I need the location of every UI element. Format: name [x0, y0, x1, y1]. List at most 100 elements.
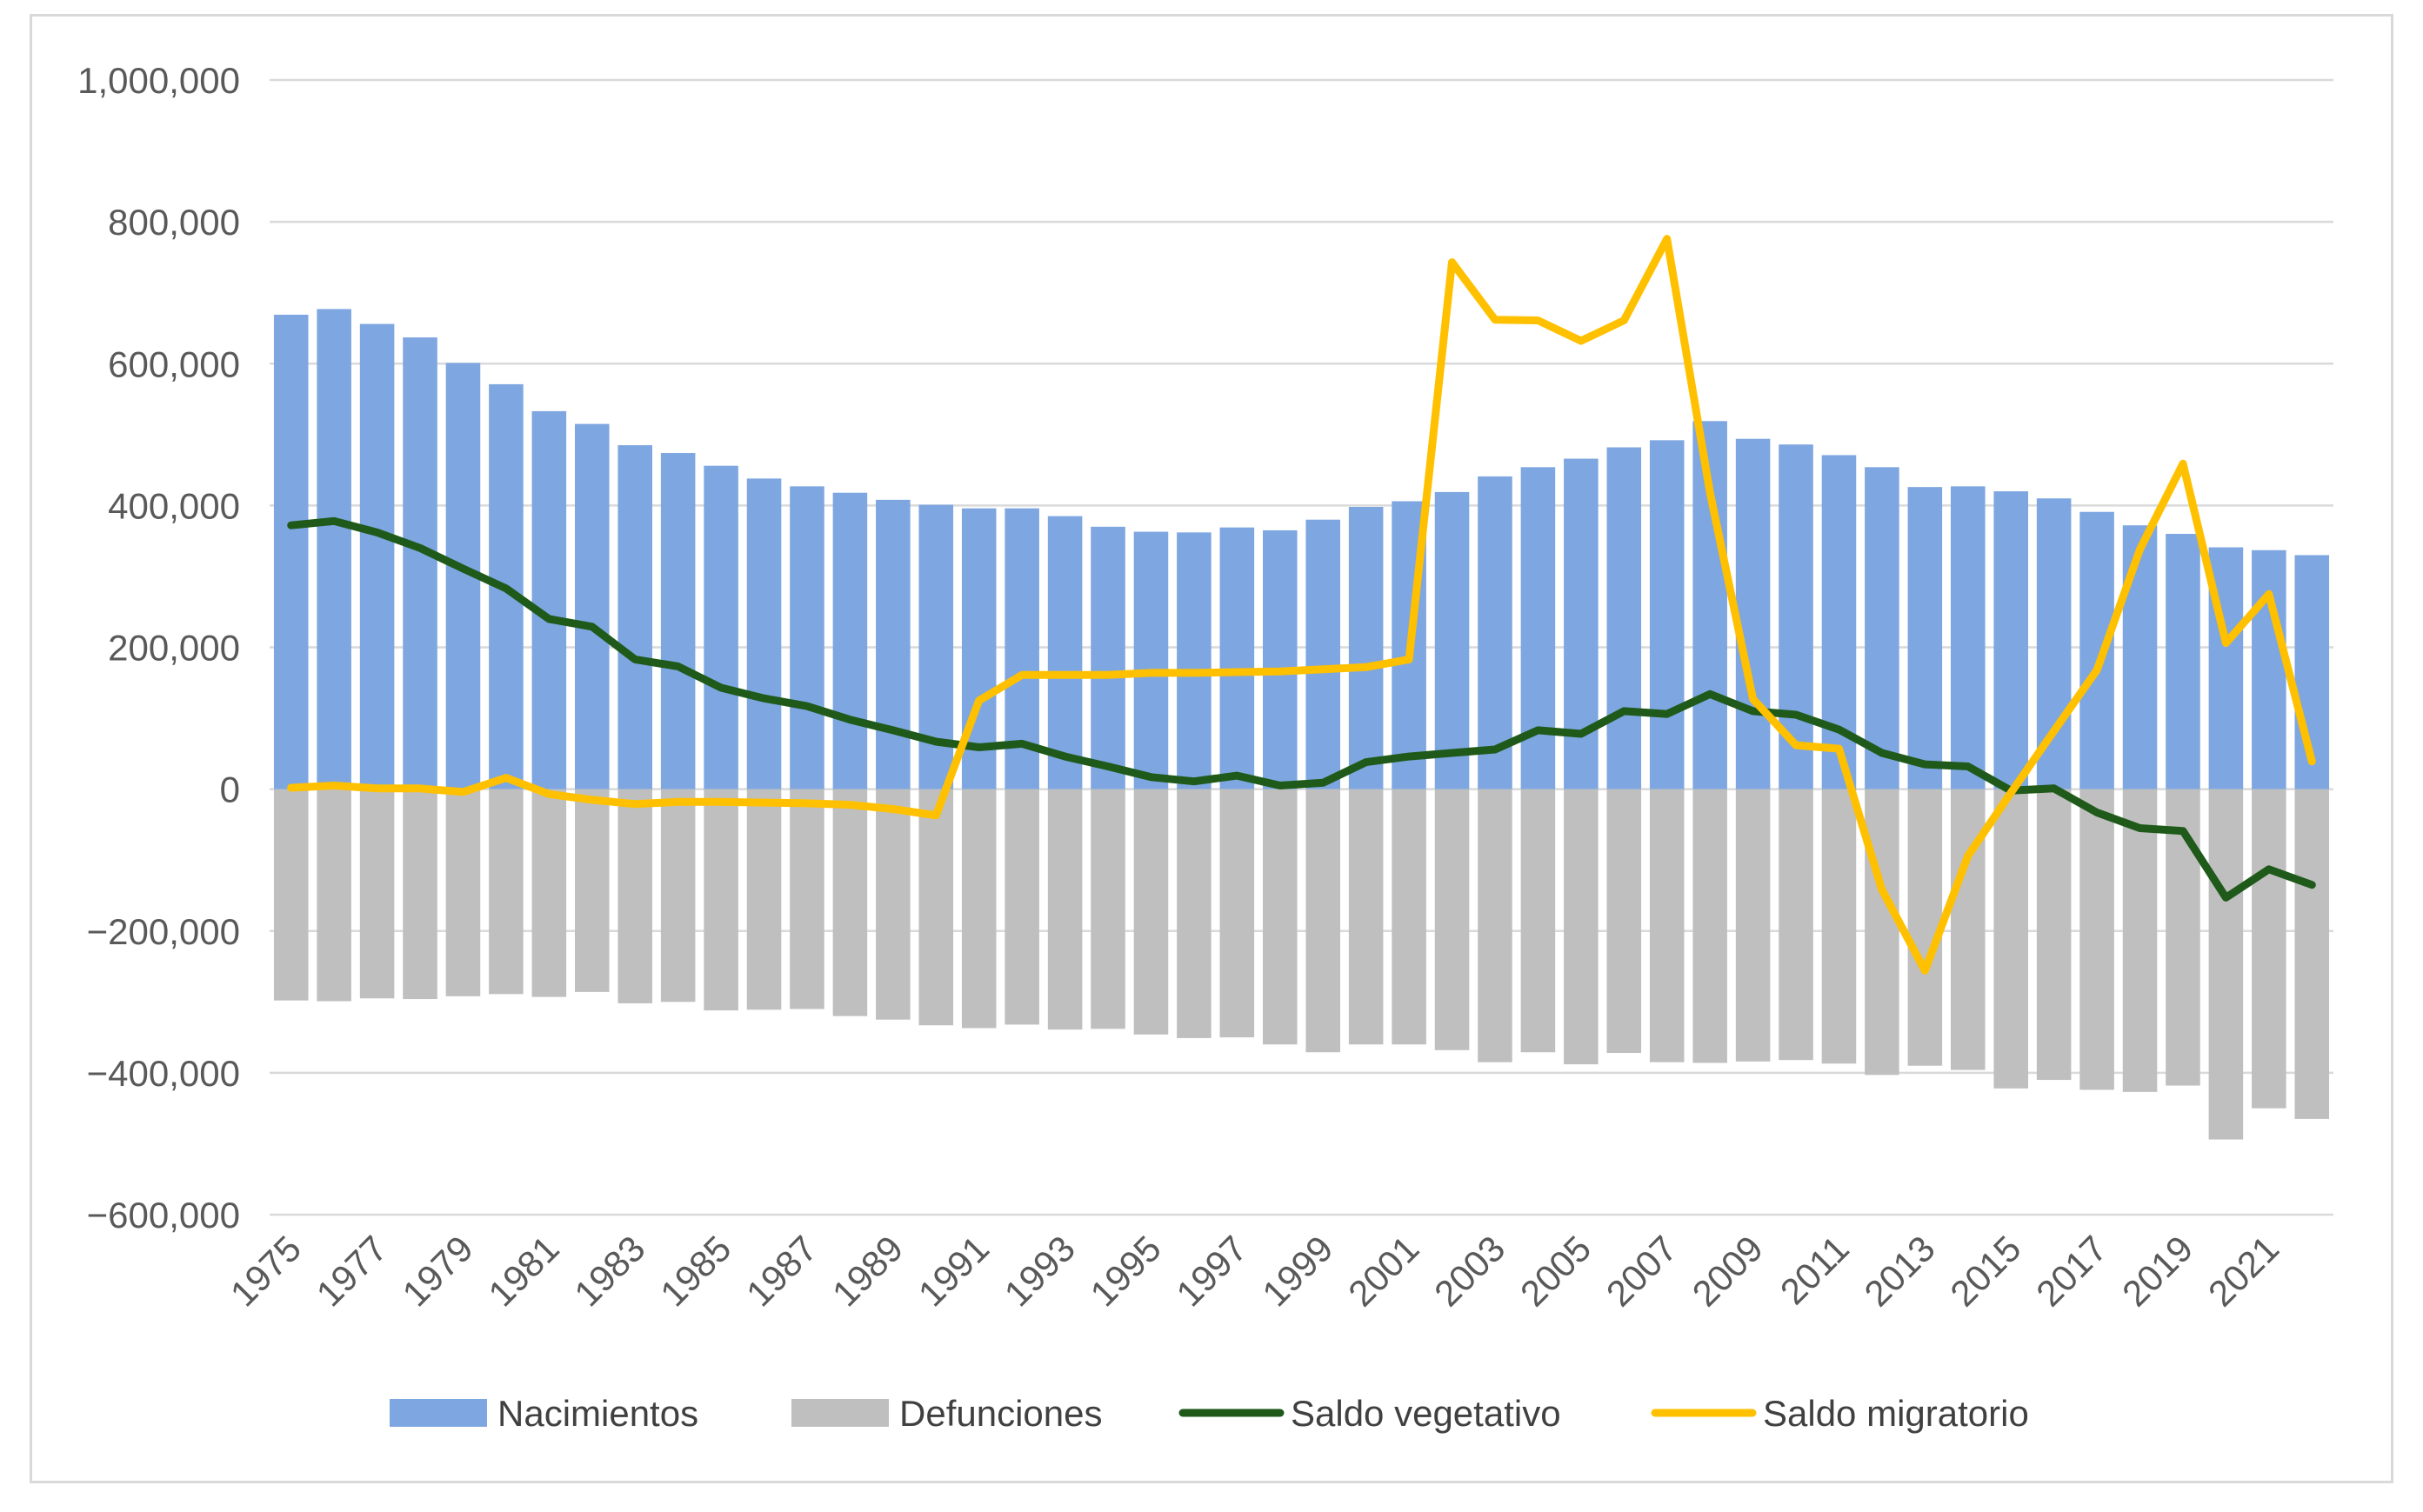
x-tick-label: 1997: [1168, 1228, 1254, 1314]
bar-defunciones-2007: [1649, 789, 1685, 1062]
bar-nacimientos-2003: [1478, 476, 1512, 789]
y-tick-label: 1,000,000: [77, 60, 240, 101]
bar-defunciones-2008: [1692, 789, 1727, 1063]
bar-defunciones-2009: [1735, 789, 1771, 1062]
x-tick-label: 2015: [1942, 1228, 2028, 1314]
line-saldo-vegetativo: [287, 516, 2316, 902]
x-tick-label: 2019: [2114, 1228, 2200, 1314]
bar-nacimientos-1984: [660, 453, 696, 789]
bar-nacimientos-2000: [1348, 507, 1384, 789]
x-tick-label: 2009: [1685, 1228, 1771, 1314]
x-tick-label: 2005: [1512, 1228, 1599, 1314]
bar-nacimientos-2012: [1865, 467, 1899, 789]
bar-nacimientos-1977: [359, 323, 395, 789]
x-tick-label: 2013: [1856, 1228, 1942, 1314]
bar-defunciones-2002: [1434, 789, 1470, 1050]
bar-nacimientos-1999: [1305, 519, 1340, 789]
legend-swatch-nacimientos: [390, 1399, 487, 1427]
bar-nacimientos-1988: [832, 492, 868, 789]
legend: Nacimientos Defunciones Saldo vegetativo Sa…: [390, 1393, 2029, 1434]
bar-defunciones-1986: [746, 789, 782, 1010]
bar-defunciones-2017: [2079, 789, 2114, 1090]
x-tick-label: 1987: [738, 1228, 824, 1314]
bar-nacimientos-1981: [531, 410, 567, 789]
bar-defunciones-2012: [1865, 789, 1899, 1076]
bar-defunciones-1988: [832, 789, 868, 1016]
bar-defunciones-2004: [1520, 789, 1556, 1053]
bar-nacimientos-1995: [1133, 531, 1169, 789]
bar-nacimientos-1993: [1047, 516, 1083, 789]
x-tick-label: 1977: [309, 1228, 395, 1314]
bar-defunciones-1999: [1305, 789, 1340, 1053]
bar-defunciones-1991: [961, 789, 997, 1029]
bar-defunciones-1983: [617, 789, 652, 1003]
x-tick-label: 2017: [2028, 1228, 2114, 1314]
legend-label: Saldo migratorio: [1763, 1393, 2029, 1434]
bar-defunciones-2016: [2036, 789, 2072, 1081]
bar-nacimientos-1975: [273, 314, 309, 789]
bar-nacimientos-1996: [1177, 532, 1212, 789]
bar-nacimientos-2005: [1564, 458, 1599, 789]
bar-nacimientos-1985: [704, 465, 738, 789]
bar-defunciones-1990: [918, 789, 954, 1026]
bar-defunciones-1982: [575, 789, 610, 992]
bar-defunciones-1979: [445, 789, 481, 996]
bar-defunciones-2005: [1564, 789, 1599, 1065]
bar-defunciones-2000: [1348, 789, 1384, 1045]
bar-defunciones-2003: [1478, 789, 1512, 1062]
x-tick-label: 2011: [1772, 1228, 1857, 1312]
bar-defunciones-2001: [1392, 789, 1426, 1045]
bar-defunciones-2020: [2208, 789, 2244, 1140]
bar-nacimientos-2021: [2252, 550, 2286, 789]
bar-defunciones-1995: [1133, 789, 1169, 1035]
bars: [273, 309, 2330, 1140]
bar-defunciones-2011: [1821, 789, 1857, 1064]
bar-defunciones-1984: [660, 789, 696, 1002]
lines: [287, 235, 2316, 975]
bar-defunciones-1981: [531, 789, 567, 997]
bar-nacimientos-1978: [403, 337, 437, 789]
bar-defunciones-1975: [273, 789, 309, 1001]
y-tick-label: 600,000: [108, 343, 240, 384]
bar-defunciones-1977: [359, 789, 395, 999]
bar-nacimientos-1976: [317, 309, 351, 789]
bar-nacimientos-2018: [2122, 525, 2158, 789]
bar-defunciones-2010: [1779, 789, 1813, 1061]
legend-label: Defunciones: [899, 1393, 1102, 1434]
bar-nacimientos-1983: [617, 445, 652, 789]
bar-nacimientos-1987: [790, 486, 824, 789]
bar-nacimientos-2007: [1649, 440, 1685, 789]
bar-defunciones-1987: [790, 789, 824, 1009]
y-tick-label: −200,000: [87, 911, 240, 952]
bar-defunciones-2018: [2122, 789, 2158, 1092]
bar-defunciones-1998: [1263, 789, 1298, 1045]
y-tick-label: 200,000: [108, 628, 240, 669]
bar-defunciones-1985: [704, 789, 738, 1011]
legend-swatch-defunciones: [791, 1399, 889, 1427]
bar-nacimientos-2009: [1735, 438, 1771, 789]
x-tick-label: 1999: [1254, 1228, 1340, 1314]
y-tick-label: 0: [220, 769, 240, 810]
bar-nacimientos-2017: [2079, 511, 2114, 789]
bar-defunciones-2013: [1907, 789, 1943, 1066]
bar-defunciones-1997: [1219, 789, 1255, 1038]
x-tick-label: 2003: [1426, 1228, 1512, 1314]
x-tick-label: 1989: [824, 1228, 911, 1314]
bar-defunciones-1996: [1177, 789, 1212, 1038]
bar-defunciones-1993: [1047, 789, 1083, 1030]
bar-nacimientos-2014: [1951, 486, 1986, 789]
x-tick-label: 1983: [566, 1228, 652, 1314]
x-tick-label: 2001: [1340, 1228, 1426, 1314]
bar-defunciones-1989: [876, 789, 911, 1020]
x-tick-label: 1981: [480, 1228, 566, 1314]
x-tick-label: 2021: [2200, 1228, 2286, 1314]
bar-nacimientos-2013: [1907, 487, 1943, 789]
y-tick-label: −400,000: [87, 1053, 240, 1094]
x-tick-label: 1975: [223, 1228, 309, 1314]
legend-label: Nacimientos: [497, 1393, 698, 1434]
bar-defunciones-2006: [1606, 789, 1642, 1054]
x-tick-label: 1991: [911, 1228, 997, 1314]
bar-nacimientos-1986: [746, 478, 782, 789]
line-saldo-migratorio: [287, 235, 2316, 975]
